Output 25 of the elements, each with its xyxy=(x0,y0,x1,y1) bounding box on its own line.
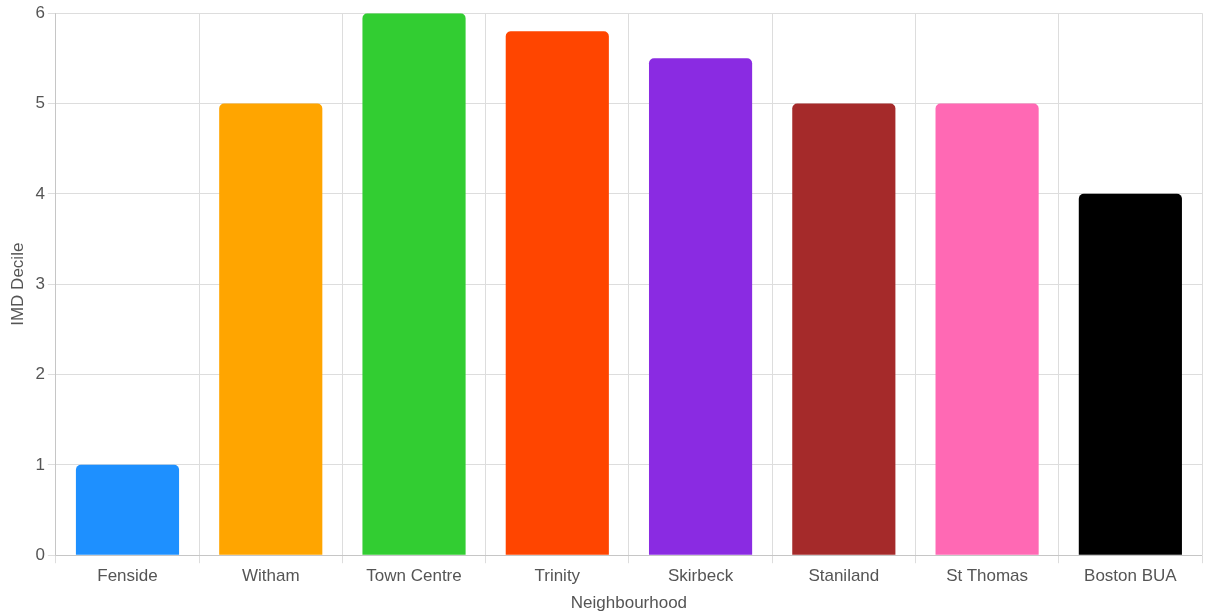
bar xyxy=(935,103,1039,555)
x-tick-label: Trinity xyxy=(534,566,581,586)
y-tick-label: 5 xyxy=(35,93,45,113)
x-tick-label: Town Centre xyxy=(366,566,462,586)
x-tick-label: St Thomas xyxy=(946,566,1029,586)
y-tick-label: 1 xyxy=(35,454,45,474)
x-tick-label: Witham xyxy=(241,566,300,586)
y-axis-title: IMD Decile xyxy=(7,242,27,326)
x-axis-title: Neighbourhood xyxy=(570,593,688,613)
y-tick-label: 3 xyxy=(35,273,45,293)
bar xyxy=(648,58,753,555)
y-tick-label: 4 xyxy=(35,183,45,203)
bar xyxy=(792,103,896,555)
bar xyxy=(219,103,323,555)
bar xyxy=(75,464,180,555)
y-tick-label: 6 xyxy=(35,2,45,22)
x-tick-label: Staniland xyxy=(808,566,880,586)
bar xyxy=(362,13,466,555)
x-tick-label: Boston BUA xyxy=(1084,566,1178,586)
bar xyxy=(505,31,609,555)
bar xyxy=(1078,193,1182,555)
y-tick-label: 0 xyxy=(35,544,45,564)
x-tick-label: Fenside xyxy=(97,566,158,586)
x-tick-label: Skirbeck xyxy=(667,566,734,586)
y-tick-label: 2 xyxy=(35,364,45,384)
